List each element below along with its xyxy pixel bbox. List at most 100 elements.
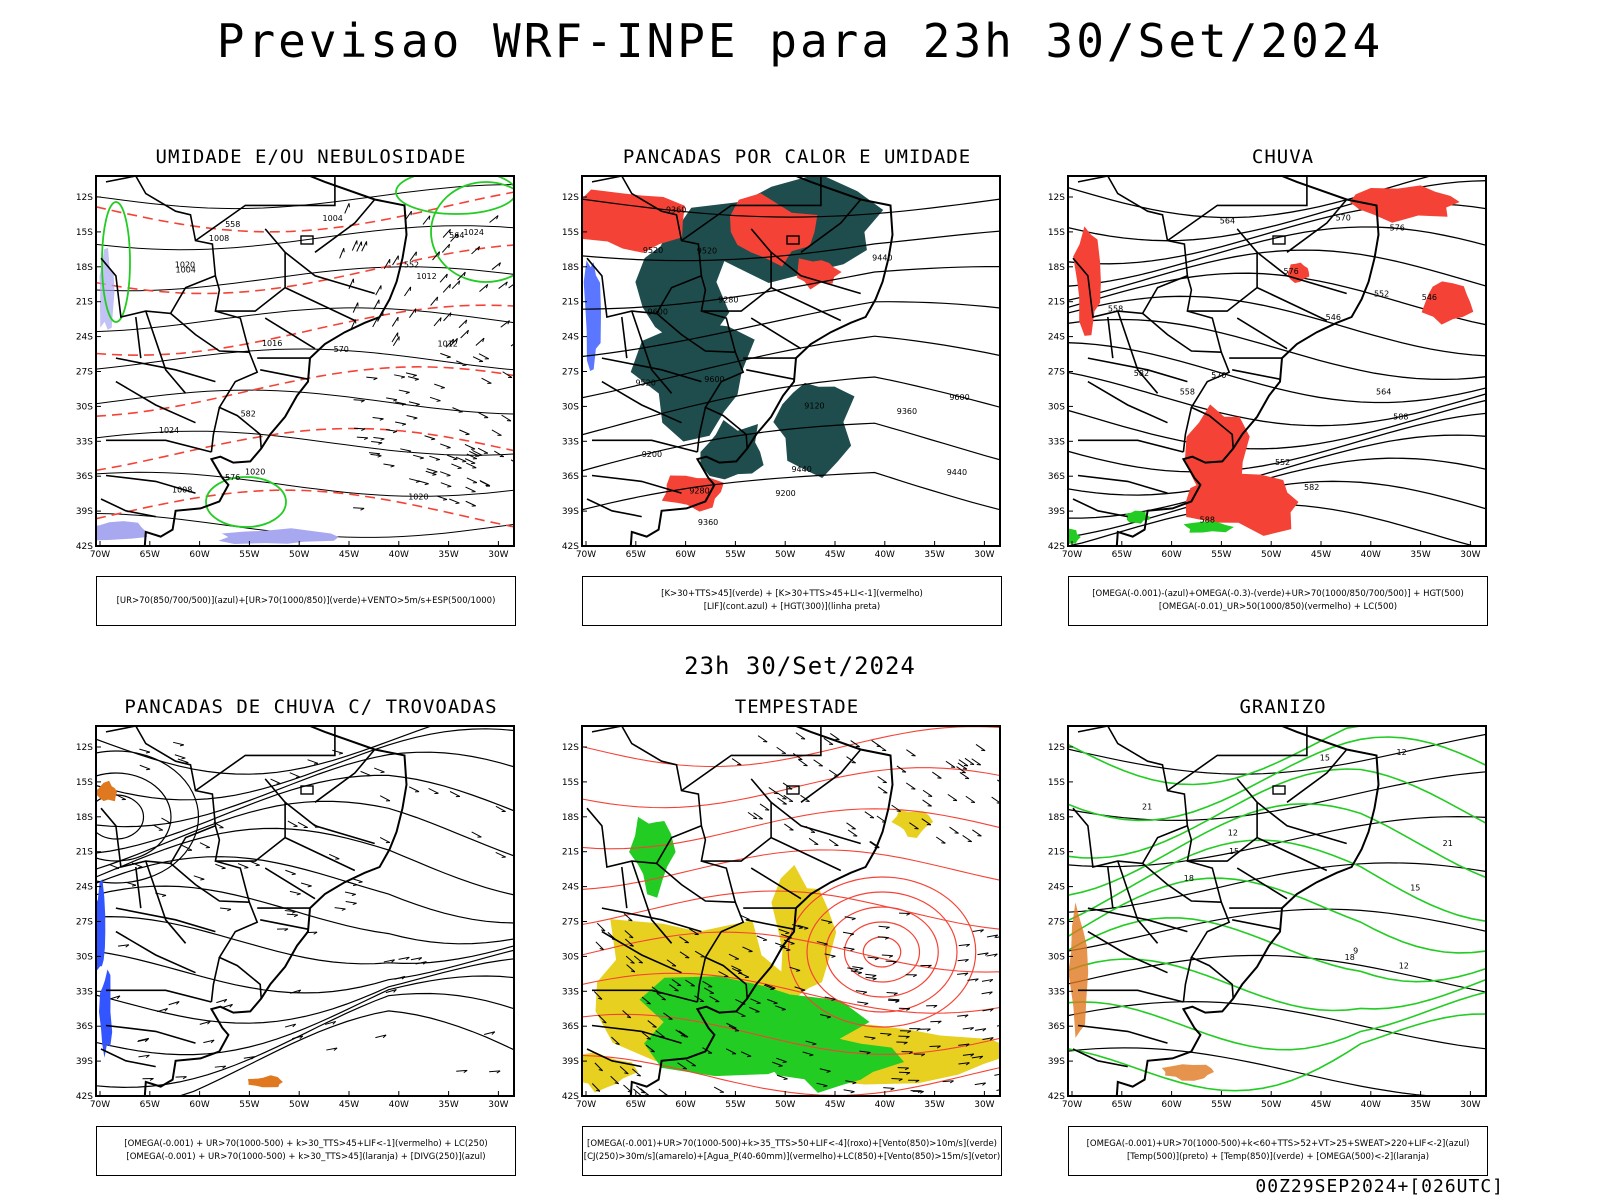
- panel-umidade: UMIDADE E/OU NEBULOSIDADE 1008 1012 1016 10…: [76, 146, 546, 646]
- lat-label: 12S: [1048, 193, 1065, 203]
- country-border: [1107, 316, 1114, 359]
- country-border: [105, 725, 251, 903]
- wind-arrow: [451, 280, 461, 290]
- lat-label: 33S: [1048, 987, 1065, 997]
- contour-label: 1012: [438, 340, 458, 349]
- wind-arrow: [888, 999, 900, 1002]
- lat-label: 21S: [562, 848, 579, 858]
- wind-arrow-head: [970, 1027, 974, 1031]
- wind-arrow: [339, 247, 345, 259]
- lat-label: 42S: [76, 1092, 93, 1102]
- wind-arrow: [974, 1082, 986, 1086]
- wind-arrow-head: [831, 998, 836, 1001]
- wind-arrow: [819, 1068, 831, 1072]
- country-border: [115, 907, 216, 933]
- wind-arrow: [857, 1001, 869, 1004]
- isoline: [582, 1013, 1000, 1055]
- wind-arrow-head: [164, 1008, 168, 1012]
- wind-arrow: [749, 1006, 760, 1013]
- isoline: [96, 307, 514, 333]
- wind-arrow-head: [851, 918, 856, 921]
- wind-arrow: [392, 336, 400, 347]
- isoline: [96, 800, 514, 870]
- wind-arrow: [373, 299, 380, 310]
- isoline: [96, 774, 514, 854]
- wind-arrow-head: [424, 483, 429, 486]
- lat-label: 39S: [1048, 1057, 1065, 1067]
- country-border: [195, 754, 295, 792]
- wind-arrow-head: [893, 992, 898, 996]
- ring-contour: [787, 876, 977, 1028]
- lat-label: 30S: [1048, 402, 1065, 412]
- country-border: [215, 778, 286, 862]
- wind-arrow: [156, 1007, 168, 1013]
- wind-arrow: [424, 435, 436, 440]
- wind-arrow: [981, 991, 993, 995]
- wind-arrow-head: [993, 953, 998, 957]
- wind-arrow-head: [656, 992, 661, 994]
- wind-arrow-head: [439, 317, 442, 322]
- lon-label: 65W: [140, 550, 160, 560]
- wind-arrow-head: [182, 1076, 187, 1080]
- shaded-blob: [773, 382, 855, 478]
- capital-marker: [1272, 235, 1286, 245]
- wind-arrow: [865, 973, 877, 976]
- country-border: [1256, 251, 1347, 295]
- wind-arrow: [636, 1085, 646, 1094]
- lon-label: 70W: [1062, 1100, 1082, 1110]
- country-border: [260, 369, 309, 380]
- isoline: [1068, 908, 1486, 952]
- wind-arrow: [426, 468, 438, 473]
- wind-arrow: [679, 936, 689, 944]
- wind-arrow: [478, 353, 489, 360]
- wind-arrow-head: [436, 400, 441, 402]
- wind-arrow: [864, 1036, 876, 1039]
- shaded-blob: [797, 258, 842, 290]
- wind-arrow: [398, 389, 410, 393]
- legend-line: [CJ(250)>30m/s](amarelo)+[Agua_P(40-60mm…: [583, 1152, 1001, 1162]
- wind-arrow-head: [626, 1016, 631, 1019]
- wind-arrow: [878, 925, 890, 928]
- isoline: [582, 266, 1000, 310]
- wind-arrow: [139, 748, 151, 753]
- country-border: [800, 198, 862, 253]
- country-border: [1187, 228, 1258, 312]
- lat-label: 33S: [1048, 437, 1065, 447]
- wind-arrow: [859, 1050, 871, 1054]
- wind-arrow: [446, 454, 458, 460]
- wind-arrow: [776, 746, 787, 754]
- wind-arrow-head: [850, 948, 855, 952]
- wind-arrow-head: [482, 337, 485, 343]
- wind-arrow: [828, 839, 839, 847]
- wind-arrow-head: [871, 1037, 876, 1040]
- contour-labels: 1008 1012 1016 1020 1024 1004 570 576 582 564 552 5…: [159, 214, 484, 502]
- isoline: [96, 728, 514, 801]
- coastline: [1115, 175, 1380, 547]
- wind-arrow: [922, 799, 932, 807]
- wind-arrow: [766, 998, 778, 1004]
- wind-arrow-head: [125, 944, 130, 948]
- contour-label: 576: [225, 473, 240, 482]
- country-border: [1182, 957, 1193, 1003]
- wind-arrow-head: [453, 458, 458, 461]
- wind-arrow-head: [313, 931, 318, 935]
- wind-arrow: [168, 1001, 180, 1006]
- wind-arrow-head: [862, 991, 867, 995]
- country-border: [314, 748, 376, 803]
- contour-label: 18: [1184, 874, 1194, 883]
- map-pancadas-calor: 9600 9520 9440 9360 9280 9200 9120 9600 9520 9440…: [562, 175, 1001, 560]
- wind-arrow: [847, 967, 859, 971]
- lon-label: 35W: [1410, 550, 1430, 560]
- panel-tempestade: TEMPESTADE 12S 15S 18S 21S 24S 27S 30S 33S 36S 39…: [562, 696, 1032, 1196]
- lon-label: 55W: [725, 550, 745, 560]
- wind-arrow: [353, 427, 365, 430]
- wind-arrow: [798, 759, 808, 767]
- contour-label: 21: [1142, 803, 1152, 812]
- lat-label: 21S: [76, 848, 93, 858]
- isoline: [582, 1054, 1000, 1096]
- isoline: [582, 230, 1000, 262]
- wind-arrow-head: [798, 927, 803, 930]
- wind-arrow: [596, 922, 606, 932]
- country-border: [1286, 748, 1348, 803]
- contour-label: 9: [1353, 947, 1358, 956]
